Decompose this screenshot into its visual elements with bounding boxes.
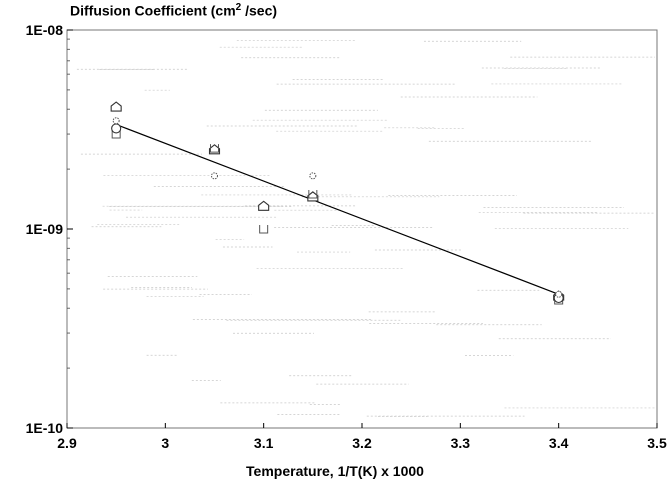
star-marker [309,172,317,180]
square-marker [259,225,269,234]
square-marker [308,189,318,199]
x-tick-label: 3.2 [352,435,372,451]
y-axis-title: Diffusion Coefficient (cm2 /sec) [70,2,278,19]
star-marker [555,290,563,298]
triangle-marker [258,200,270,211]
y-tick-label: 1E-08 [26,22,64,38]
triangle-marker [208,144,221,155]
star-marker [112,117,120,125]
y-axis-ticks: 1E-10 1E-09 1E-08 [26,22,73,436]
triangle-marker [110,101,122,112]
x-tick-label: 3.5 [647,435,667,451]
x-tick-label: 3.4 [549,435,569,451]
x-tick-label: 3.1 [254,435,274,451]
x-tick-label: 3 [161,435,169,451]
triangle-marker [307,191,319,202]
y-tick-label: 1E-09 [26,221,64,237]
x-tick-label: 2.9 [57,435,77,451]
background-speckle [76,40,655,417]
square-marker [210,144,219,153]
plot-frame [66,29,658,429]
circle-marker [111,123,122,134]
fit-line [115,123,559,295]
fit-line-group [115,123,559,295]
x-tick-label: 3.3 [451,435,471,451]
star-marker [211,172,218,180]
square-marker [111,130,121,139]
x-axis-label: Temperature, 1/T(K) x 1000 [246,463,424,479]
y-tick-label: 1E-10 [26,420,64,436]
x-axis-ticks: 2.9 3 3.1 3.2 3.3 3.4 3.5 [57,423,667,451]
data-points [110,101,565,305]
